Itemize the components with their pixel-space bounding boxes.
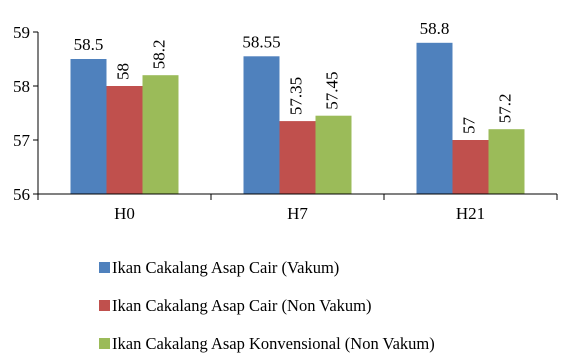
y-tick-label: 57: [13, 131, 31, 150]
bar: [315, 115, 352, 194]
bar: [488, 129, 525, 194]
data-label: 57.45: [322, 71, 341, 109]
data-label: 57.2: [495, 93, 514, 123]
bar: [70, 59, 107, 194]
bar: [279, 121, 316, 194]
legend-swatch: [99, 300, 110, 311]
y-tick-label: 59: [13, 23, 30, 42]
bar: [106, 86, 143, 194]
x-tick-label: H21: [456, 204, 485, 223]
x-tick-label: H7: [287, 204, 308, 223]
data-label: 57: [459, 117, 478, 135]
legend-label: Ikan Cakalang Asap Cair (Vakum): [112, 258, 339, 277]
bar: [142, 75, 179, 194]
legend-label: Ikan Cakalang Asap Cair (Non Vakum): [112, 296, 372, 315]
legend-swatch: [99, 262, 110, 273]
bars: [70, 42, 525, 194]
legend-label: Ikan Cakalang Asap Konvensional (Non Vak…: [112, 334, 435, 353]
data-label: 58.55: [242, 32, 280, 51]
x-axis: H0 H7 H21: [37, 193, 558, 223]
data-label: 58.5: [74, 35, 104, 54]
x-tick-label: H0: [114, 204, 135, 223]
data-label: 58: [113, 63, 132, 80]
bar: [452, 140, 489, 194]
y-axis: 56 57 58 59: [13, 23, 39, 204]
data-label: 57.35: [286, 77, 305, 115]
legend: Ikan Cakalang Asap Cair (Vakum) Ikan Caka…: [99, 258, 435, 353]
legend-swatch: [99, 338, 110, 349]
bar: [243, 56, 280, 194]
data-label: 58.8: [420, 19, 450, 38]
y-tick-label: 56: [13, 185, 30, 204]
data-labels: 58.5 58.55 58.8 58 57.35 57 58.2 57.45 57.2: [74, 19, 515, 134]
y-tick-label: 58: [13, 77, 30, 96]
data-label: 58.2: [149, 39, 168, 69]
bar: [416, 42, 453, 194]
